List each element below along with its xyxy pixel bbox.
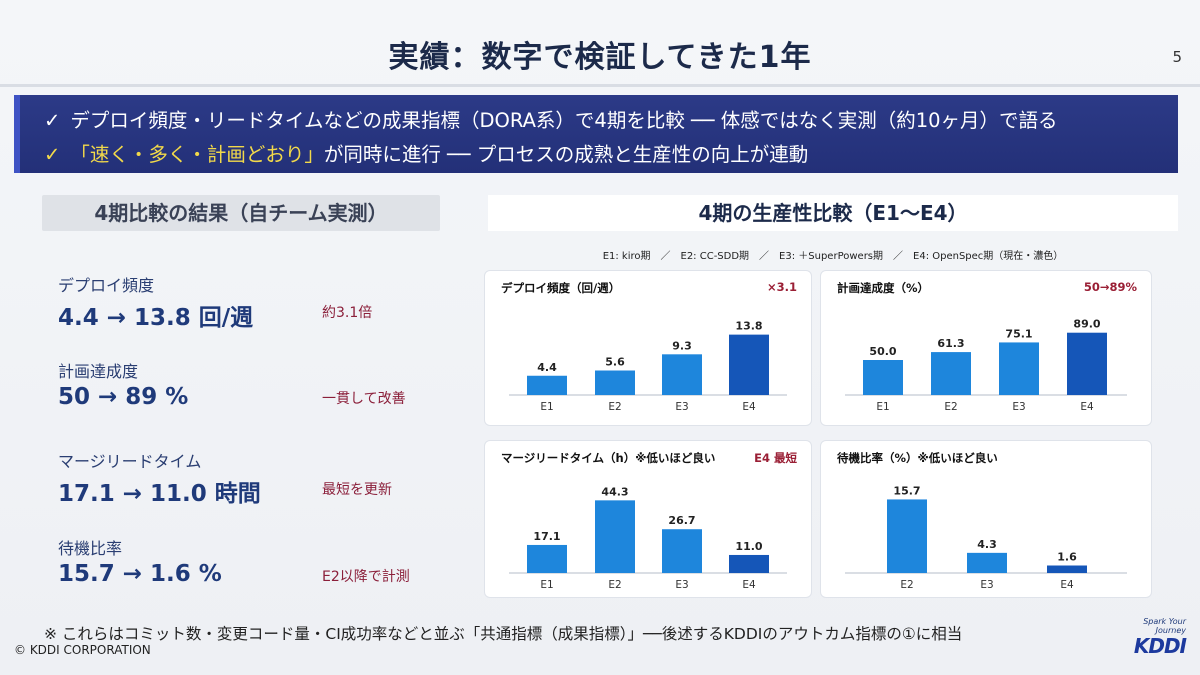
bar-value-label: 26.7 (668, 514, 695, 527)
bar-e2 (595, 500, 635, 573)
category-tick-label: E3 (1012, 401, 1025, 413)
banner-line-1-text: デプロイ頻度・リードタイムなどの成果指標（DORA系）で4期を比較 ── 体感で… (70, 109, 1058, 132)
chart-plot: 17.1 E1 44.3 E2 26.7 E3 11.0 E4 (509, 485, 787, 591)
logo-wordmark: KDDI (1133, 634, 1187, 658)
metric-label: デプロイ頻度 (58, 276, 155, 295)
bar-e1 (863, 360, 903, 395)
category-tick-label: E1 (540, 401, 553, 413)
category-tick-label: E4 (1060, 579, 1074, 591)
page-number: 5 (1172, 48, 1182, 66)
footnote: ※ これらはコミット数・変更コード量・CI成功率などと並ぶ「共通指標（成果指標）… (44, 625, 963, 643)
left-section-heading: 4期比較の結果（自チーム実測） (42, 195, 440, 231)
bar-value-label: 11.0 (735, 540, 762, 553)
bar-e3 (999, 342, 1039, 395)
title-divider (0, 84, 1200, 87)
bar-e3 (662, 354, 702, 395)
chart-card-wait-ratio: 待機比率（%）※低いほど良い 15.7 E2 4.3 E3 1.6 E4 (820, 440, 1152, 598)
bar-value-label: 9.3 (672, 339, 692, 352)
chart-title: デプロイ頻度（回/週） (501, 281, 621, 295)
chart-plot: 4.4 E1 5.6 E2 9.3 E3 13.8 E4 (509, 320, 787, 413)
banner-line-1: ✓ デプロイ頻度・リードタイムなどの成果指標（DORA系）で4期を比較 ── 体感… (44, 104, 1058, 133)
category-tick-label: E1 (876, 401, 889, 413)
period-legend: E1: kiro期 ／ E2: CC-SDD期 ／ E3: ＋SuperPowe… (602, 251, 1064, 262)
bar-e4 (729, 334, 769, 395)
metric-note: E2以降で計測 (322, 569, 410, 585)
bar-e2 (887, 499, 927, 573)
category-tick-label: E4 (742, 401, 756, 413)
metric-label: 計画達成度 (58, 362, 139, 381)
category-tick-label: E4 (742, 579, 756, 591)
bar-value-label: 4.3 (977, 538, 997, 551)
chart-plot: 15.7 E2 4.3 E3 1.6 E4 (845, 484, 1127, 591)
bar-value-label: 5.6 (605, 356, 625, 369)
bar-e1 (527, 375, 567, 395)
category-tick-label: E3 (675, 401, 688, 413)
chart-badge: 50→89% (1083, 280, 1137, 294)
chart-card-plan-achievement: 計画達成度（%） 50→89% 50.0 E1 61.3 E2 75.1 E3 89.0 E4 (820, 270, 1152, 426)
metric-note: 約3.1倍 (322, 305, 373, 321)
bar-value-label: 1.6 (1057, 551, 1077, 564)
bar-e3 (662, 529, 702, 573)
bar-value-label: 4.4 (537, 361, 557, 374)
metric-note: 最短を更新 (322, 482, 392, 498)
category-tick-label: E2 (608, 401, 621, 413)
logo-tagline: Spark Your Journey (1143, 617, 1186, 635)
category-tick-label: E4 (1080, 401, 1094, 413)
metric-value: 15.7 → 1.6 % (58, 561, 222, 587)
metric-value: 50 → 89 % (58, 384, 189, 410)
category-tick-label: E1 (540, 579, 553, 591)
bar-e3 (967, 552, 1007, 573)
slide-title: 実績：数字で検証してきた1年 (388, 40, 812, 75)
bar-e4 (729, 554, 769, 573)
bar-value-label: 61.3 (937, 337, 964, 350)
check-icon: ✓ (44, 109, 61, 132)
bar-value-label: 15.7 (893, 484, 920, 497)
chart-badge: E4 最短 (754, 451, 797, 465)
category-tick-label: E3 (980, 579, 993, 591)
category-tick-label: E3 (675, 579, 688, 591)
metric-label: 待機比率 (58, 539, 123, 558)
banner-line-2: ✓ 「速く・多く・計画どおり」が同時に進行 ── プロセスの成熟と生産性の向上が連… (44, 138, 808, 167)
bar-e4 (1047, 565, 1087, 573)
metric-wait-ratio: 待機比率 15.7 → 1.6 % (58, 535, 222, 587)
chart-title: 待機比率（%）※低いほど良い (837, 451, 998, 465)
check-icon: ✓ (44, 143, 61, 166)
bar-e2 (931, 352, 971, 395)
metric-merge-lead-time: マージリードタイム 17.1 → 11.0 時間 (58, 448, 261, 508)
category-tick-label: E2 (944, 401, 957, 413)
chart-card-merge-lead-time: マージリードタイム（h）※低いほど良い E4 最短 17.1 E1 44.3 E2 26… (484, 440, 812, 598)
chart-badge: ×3.1 (766, 280, 797, 294)
bar-value-label: 44.3 (601, 485, 628, 498)
category-tick-label: E2 (608, 579, 621, 591)
banner-highlight: 「速く・多く・計画どおり」 (70, 143, 324, 166)
metric-plan-achievement: 計画達成度 50 → 89 % (58, 358, 188, 410)
bar-value-label: 89.0 (1073, 318, 1100, 331)
metric-note: 一貫して改善 (322, 391, 406, 407)
summary-banner: ✓ デプロイ頻度・リードタイムなどの成果指標（DORA系）で4期を比較 ── 体感… (14, 95, 1178, 173)
copyright: © KDDI CORPORATION (14, 643, 151, 657)
banner-line-2-text: が同時に進行 ── プロセスの成熟と生産性の向上が連動 (323, 143, 809, 166)
metric-value: 4.4 → 13.8 回/週 (58, 305, 254, 331)
kddi-logo: Spark Your Journey KDDI (1114, 617, 1187, 658)
chart-plot: 50.0 E1 61.3 E2 75.1 E3 89.0 E4 (845, 318, 1127, 413)
metric-value: 17.1 → 11.0 時間 (58, 481, 261, 507)
bar-value-label: 75.1 (1005, 327, 1032, 340)
chart-card-deploy-frequency: デプロイ頻度（回/週） ×3.1 4.4 E1 5.6 E2 9.3 E3 13.8 E4 (484, 270, 812, 426)
right-section-heading: 4期の生産性比較（E1〜E4） (488, 195, 1178, 231)
bar-value-label: 17.1 (533, 530, 560, 543)
bar-e4 (1067, 332, 1107, 395)
chart-title: マージリードタイム（h）※低いほど良い (501, 451, 716, 465)
metric-deploy-frequency: デプロイ頻度 4.4 → 13.8 回/週 (58, 272, 253, 332)
metric-label: マージリードタイム (58, 452, 202, 471)
bar-value-label: 50.0 (869, 345, 896, 358)
bar-e1 (527, 544, 567, 573)
bar-value-label: 13.8 (735, 320, 762, 333)
bar-e2 (595, 370, 635, 395)
category-tick-label: E2 (900, 579, 913, 591)
chart-title: 計画達成度（%） (837, 281, 930, 295)
